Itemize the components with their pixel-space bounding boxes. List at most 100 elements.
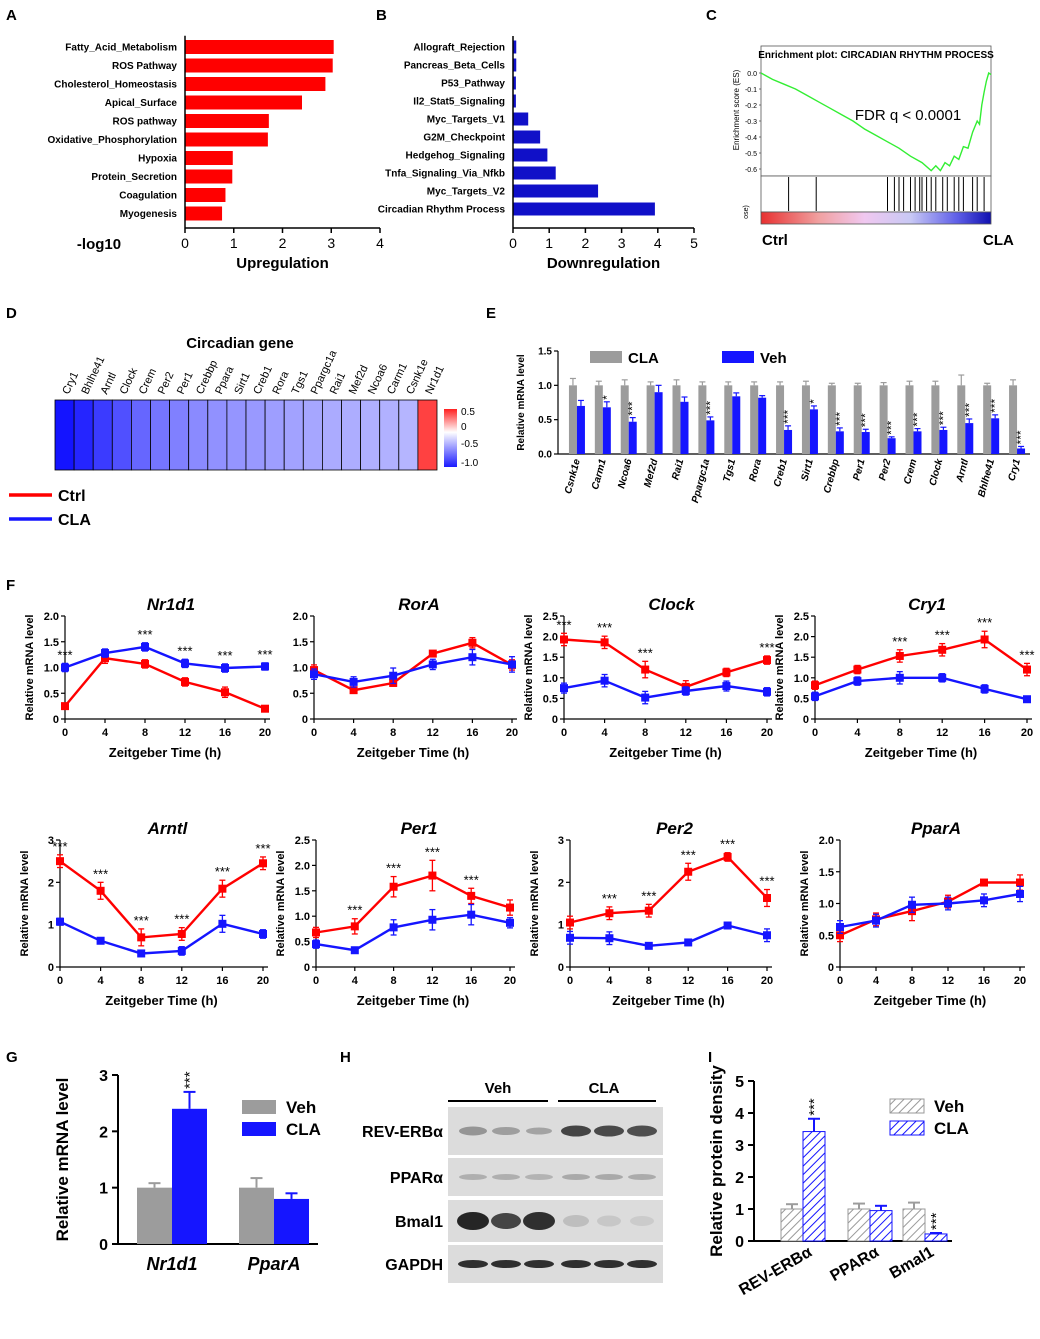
zt-significance: *** xyxy=(174,912,189,927)
i-bar-cla xyxy=(869,1210,893,1242)
zt-chart-cry1: Cry1 0 0.5 1.0 1.5 2.0 2.5 0 4 8 12 16 20 Zeitgeber T… xyxy=(774,595,1035,760)
zt-y-tick-label: 0.5 xyxy=(44,688,59,700)
zt-x-tick-label: 4 xyxy=(606,975,613,987)
heatmap-cell xyxy=(283,399,304,471)
chart-relative-mrna-panel-e: CLA Veh 0.0 0.5 1.0 1.5 Relative mRNA level C… xyxy=(516,347,1030,504)
zt-point xyxy=(980,878,988,887)
cla-label: CLA xyxy=(983,232,1014,249)
zt-point xyxy=(56,857,64,866)
heatmap-cell xyxy=(264,399,285,471)
heatmap-legend-tick: -0.5 xyxy=(461,439,479,450)
blot-band xyxy=(561,1125,591,1137)
zt-series-line-ctrl xyxy=(839,881,1020,937)
e-category-label: Carm1 xyxy=(590,458,609,491)
zt-y-tick-label: 0 xyxy=(803,714,809,726)
zt-point xyxy=(684,867,693,876)
e-bar-gray xyxy=(646,385,655,454)
zt-point xyxy=(872,916,880,925)
blot-band xyxy=(459,1126,487,1136)
zt-point xyxy=(137,933,146,942)
zt-x-tick-label: 12 xyxy=(936,727,948,739)
down-category-label: G2M_Checkpoint xyxy=(423,133,505,144)
down-x-label: Downregulation xyxy=(547,255,660,272)
zt-x-tick-label: 4 xyxy=(854,727,861,739)
down-bar xyxy=(513,40,517,54)
i-significance: *** xyxy=(928,1212,945,1230)
heatmap-cell xyxy=(130,399,151,471)
e-significance: *** xyxy=(703,401,717,415)
down-bar xyxy=(513,130,541,144)
zt-point xyxy=(261,662,269,671)
blot-band xyxy=(594,1260,624,1268)
e-bar-blue xyxy=(706,420,715,454)
e-category-label: Mef2d xyxy=(642,457,660,489)
zt-chart-title: Arntl xyxy=(147,819,189,838)
zt-point xyxy=(605,909,614,918)
up-bar xyxy=(185,77,326,91)
zt-x-tick-label: 12 xyxy=(682,975,694,987)
zt-point xyxy=(980,635,989,644)
up-category-label: Coagulation xyxy=(119,191,177,202)
down-x-tick-label: 4 xyxy=(654,235,662,251)
zt-significance: *** xyxy=(892,634,907,649)
zt-y-tick-label: 1.0 xyxy=(295,911,310,923)
zt-x-tick-label: 12 xyxy=(179,727,191,739)
zt-y-tick-label: 0 xyxy=(558,962,564,974)
zt-point xyxy=(218,919,227,928)
e-bar-blue xyxy=(628,421,637,454)
zt-y-tick-label: 2.0 xyxy=(819,835,834,847)
blot-band xyxy=(525,1174,553,1180)
zt-point xyxy=(261,704,269,713)
down-category-label: Il2_Stat5_Signaling xyxy=(413,97,505,108)
zt-significance: *** xyxy=(93,866,108,881)
zt-point xyxy=(181,677,189,686)
zt-point xyxy=(895,651,904,660)
zt-y-tick-label: 3 xyxy=(558,835,564,847)
i-y-label: Relative protein density xyxy=(707,1065,726,1257)
zt-point xyxy=(177,929,186,938)
e-bar-blue xyxy=(654,392,663,454)
legend-veh-swatch xyxy=(722,351,754,363)
down-bar xyxy=(513,94,516,108)
zt-series-line-cla xyxy=(563,679,768,699)
zt-x-tick-label: 16 xyxy=(978,727,990,739)
zt-significance: *** xyxy=(935,628,950,643)
zt-point xyxy=(853,665,862,674)
heatmap-cell xyxy=(379,399,400,471)
zt-series-line-ctrl xyxy=(315,874,511,934)
e-bar-blue xyxy=(784,429,793,454)
e-significance: *** xyxy=(936,411,950,425)
zt-chart-title: Nr1d1 xyxy=(147,595,195,614)
e-bar-blue xyxy=(576,405,585,454)
e-significance: *** xyxy=(626,401,640,415)
zt-chart-title: Per1 xyxy=(401,819,438,838)
zt-significance: *** xyxy=(217,648,232,663)
e-bar-gray xyxy=(905,385,914,454)
legend-veh-label: Veh xyxy=(760,350,787,367)
e-bar-gray xyxy=(724,385,733,454)
zt-series-line-ctrl xyxy=(64,656,266,710)
blot-band xyxy=(594,1125,624,1137)
zt-x-tick-label: 20 xyxy=(761,727,773,739)
g-legend-swatch xyxy=(242,1122,276,1136)
up-category-label: Hypoxia xyxy=(138,154,177,165)
zt-chart-rora: RorA 0 0.5 1.0 1.5 2.0 0 4 8 12 16 20 Zeitgeber Time… xyxy=(293,595,518,760)
zt-point xyxy=(181,659,189,668)
zt-x-tick-label: 12 xyxy=(680,727,692,739)
e-category-label: Crem xyxy=(902,458,919,486)
blot-strip xyxy=(448,1158,663,1196)
zt-x-tick-label: 0 xyxy=(311,727,317,739)
e-category-label: Rai1 xyxy=(670,458,686,482)
chart-upregulation: Fatty_Acid_Metabolism ROS Pathway Choleste… xyxy=(48,35,384,272)
zt-point xyxy=(101,654,109,663)
zt-significance: *** xyxy=(638,645,653,660)
zt-x-tick-label: 8 xyxy=(138,975,144,987)
e-significance: *** xyxy=(859,413,873,427)
down-category-label: Allograft_Rejection xyxy=(413,43,505,54)
down-category-label: Circadian Rhythm Process xyxy=(378,205,506,216)
heatmap-cell xyxy=(111,399,132,471)
zt-x-label: Zeitgeber Time (h) xyxy=(612,993,724,1008)
zt-point xyxy=(944,899,952,908)
blot-band xyxy=(627,1125,657,1137)
